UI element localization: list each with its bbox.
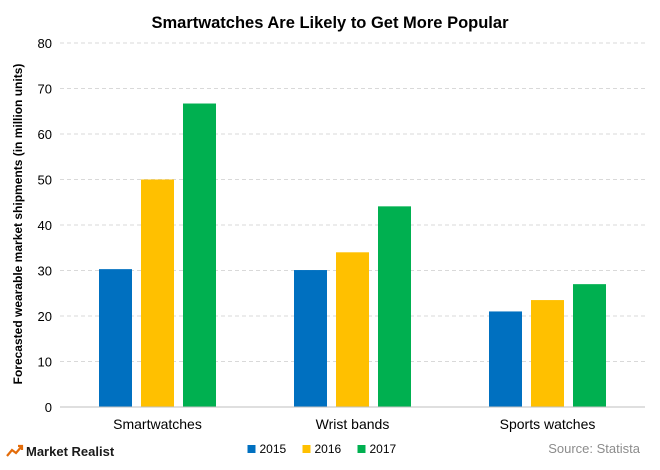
legend-label: 2017 [370,442,397,456]
y-tick-label: 70 [38,82,52,97]
legend-swatch [302,445,311,453]
bar-2016 [141,179,174,407]
bar-2016 [336,252,369,407]
legend-swatch [247,445,256,453]
chart-title: Smartwatches Are Likely to Get More Popu… [152,14,510,32]
y-axis-ticks: 0 10 20 30 40 50 60 70 80 [38,36,52,415]
bar-2017 [573,284,606,407]
y-axis-label: Forecasted wearable market shipments (in… [11,64,25,385]
x-tick-label: Smartwatches [113,416,202,432]
brand-logo: Market Realist [6,439,114,463]
y-tick-label: 40 [38,218,52,233]
bar-2017 [183,103,216,407]
legend: 2015 2016 2017 [247,442,397,456]
x-tick-label: Sports watches [500,416,596,432]
y-tick-label: 30 [38,264,52,279]
x-tick-label: Wrist bands [316,416,390,432]
y-tick-label: 10 [38,355,52,370]
y-tick-label: 50 [38,173,52,188]
market-realist-logo-icon [6,444,24,457]
legend-label: 2016 [315,442,342,456]
bar-2017 [378,206,411,407]
bar-2015 [99,269,132,407]
y-tick-label: 60 [38,127,52,142]
source-note: Source: Statista [548,441,640,456]
y-tick-label: 20 [38,309,52,324]
bar-2016 [531,300,564,407]
bar-2015 [294,270,327,407]
legend-label: 2015 [260,442,287,456]
brand-name: Market Realist [26,443,115,459]
bars [99,103,606,407]
bar-2015 [489,311,522,407]
y-tick-label: 80 [38,36,52,51]
legend-swatch [357,445,366,453]
x-axis-ticks: Smartwatches Wrist bands Sports watches [113,416,595,432]
y-tick-label: 0 [45,400,52,415]
